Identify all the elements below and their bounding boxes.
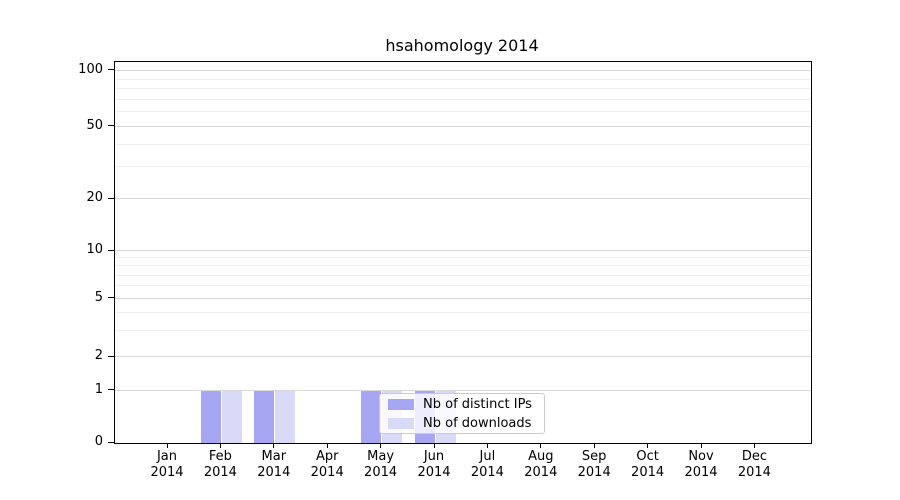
x-tick-label-year: 2014 xyxy=(470,465,504,480)
x-tick-label: May 2014 xyxy=(349,449,413,481)
x-tick-label-year: 2014 xyxy=(417,465,451,480)
y-tick-label: 5 xyxy=(94,289,103,305)
gridline-minor xyxy=(115,111,811,113)
x-tick-label-month: Jul xyxy=(479,449,496,464)
x-tick-label: Jun 2014 xyxy=(402,449,466,481)
x-tick-mark xyxy=(540,443,542,448)
x-tick-mark xyxy=(326,443,328,448)
bar-distinct-ips xyxy=(361,391,382,443)
x-tick-label-year: 2014 xyxy=(524,465,558,480)
legend-item: Nb of downloads xyxy=(388,415,544,432)
x-tick-label: Nov 2014 xyxy=(669,449,733,481)
x-tick-label-year: 2014 xyxy=(257,465,291,480)
x-tick-label-year: 2014 xyxy=(631,465,665,480)
bar-downloads xyxy=(221,391,242,443)
x-tick-mark xyxy=(486,443,488,448)
x-tick-mark xyxy=(433,443,435,448)
gridline-minor xyxy=(115,143,811,145)
x-tick-label: Aug 2014 xyxy=(509,449,573,481)
gridline-major xyxy=(115,390,811,391)
gridline-minor xyxy=(115,265,811,267)
gridline-minor xyxy=(115,88,811,90)
x-tick-label: Oct 2014 xyxy=(616,449,680,481)
x-tick-label-month: Jan xyxy=(156,449,178,464)
x-tick-label-year: 2014 xyxy=(684,465,718,480)
x-tick-label-month: Dec xyxy=(741,449,767,464)
gridline-minor xyxy=(115,312,811,314)
gridline-major xyxy=(115,70,811,71)
x-tick-label-month: Aug xyxy=(528,449,554,464)
x-tick-label-year: 2014 xyxy=(737,465,771,480)
x-tick-mark xyxy=(753,443,755,448)
x-tick-mark xyxy=(380,443,382,448)
x-tick-label-month: Feb xyxy=(208,449,232,464)
gridline-minor xyxy=(115,78,811,80)
x-tick-label: Jul 2014 xyxy=(455,449,519,481)
x-tick-label: Feb 2014 xyxy=(188,449,252,481)
bar-downloads xyxy=(275,391,296,443)
x-tick-label: Dec 2014 xyxy=(722,449,786,481)
y-tick-mark xyxy=(108,249,114,251)
x-tick-mark xyxy=(273,443,275,448)
y-tick-mark xyxy=(108,355,114,357)
x-tick-mark xyxy=(219,443,221,448)
gridline-major xyxy=(115,126,811,127)
y-tick-mark xyxy=(108,69,114,71)
x-tick-label: Mar 2014 xyxy=(242,449,306,481)
gridline-minor xyxy=(115,274,811,276)
x-tick-label-year: 2014 xyxy=(310,465,344,480)
gridline-major xyxy=(115,250,811,252)
gridline-minor xyxy=(115,330,811,332)
y-tick-label: 10 xyxy=(86,242,103,257)
x-tick-label: Jan 2014 xyxy=(135,449,199,481)
x-tick-mark xyxy=(593,443,595,448)
y-tick-mark xyxy=(108,197,114,199)
gridline-major xyxy=(115,198,811,200)
x-tick-label: Apr 2014 xyxy=(295,449,359,481)
x-tick-label-year: 2014 xyxy=(364,465,398,480)
legend-swatch-distinct-ips xyxy=(388,398,414,410)
x-tick-label-year: 2014 xyxy=(203,465,237,480)
plot-area: Nb of distinct IPs Nb of downloads xyxy=(114,61,812,444)
x-tick-mark xyxy=(700,443,702,448)
bar-distinct-ips xyxy=(200,391,221,443)
x-tick-label-month: Sep xyxy=(581,449,607,464)
legend: Nb of distinct IPs Nb of downloads xyxy=(379,393,545,434)
y-tick-mark xyxy=(108,297,114,299)
x-tick-mark xyxy=(647,443,649,448)
gridline-minor xyxy=(115,257,811,259)
y-tick-label: 1 xyxy=(94,381,103,397)
gridline-minor xyxy=(115,166,811,168)
chart-title: hsahomology 2014 xyxy=(385,36,539,55)
gridline-minor xyxy=(115,98,811,100)
y-tick-mark xyxy=(108,125,114,127)
x-tick-label-month: Nov xyxy=(688,449,714,464)
gridline-minor xyxy=(115,285,811,287)
x-tick-label-year: 2014 xyxy=(577,465,611,480)
legend-label: Nb of downloads xyxy=(423,415,532,431)
y-tick-label: 100 xyxy=(78,61,103,77)
x-tick-label-month: Apr xyxy=(315,449,339,464)
bar-distinct-ips xyxy=(254,391,275,443)
y-tick-label: 50 xyxy=(86,117,103,133)
x-tick-label-month: Oct xyxy=(636,449,659,464)
gridline-major xyxy=(115,356,811,358)
x-tick-label-month: Jun xyxy=(423,449,445,464)
y-tick-mark xyxy=(108,389,114,391)
legend-item: Nb of distinct IPs xyxy=(388,396,544,413)
legend-swatch-downloads xyxy=(388,417,414,429)
legend-label: Nb of distinct IPs xyxy=(423,396,532,412)
x-tick-mark xyxy=(166,443,168,448)
y-tick-mark xyxy=(108,441,114,443)
y-tick-label: 20 xyxy=(86,190,103,205)
y-tick-label: 0 xyxy=(94,434,103,449)
x-tick-label-year: 2014 xyxy=(150,465,184,480)
x-tick-label: Sep 2014 xyxy=(562,449,626,481)
y-tick-label: 2 xyxy=(94,348,103,363)
x-tick-label-month: Mar xyxy=(261,449,287,464)
gridline-major xyxy=(115,297,811,299)
x-tick-label-month: May xyxy=(367,449,395,464)
